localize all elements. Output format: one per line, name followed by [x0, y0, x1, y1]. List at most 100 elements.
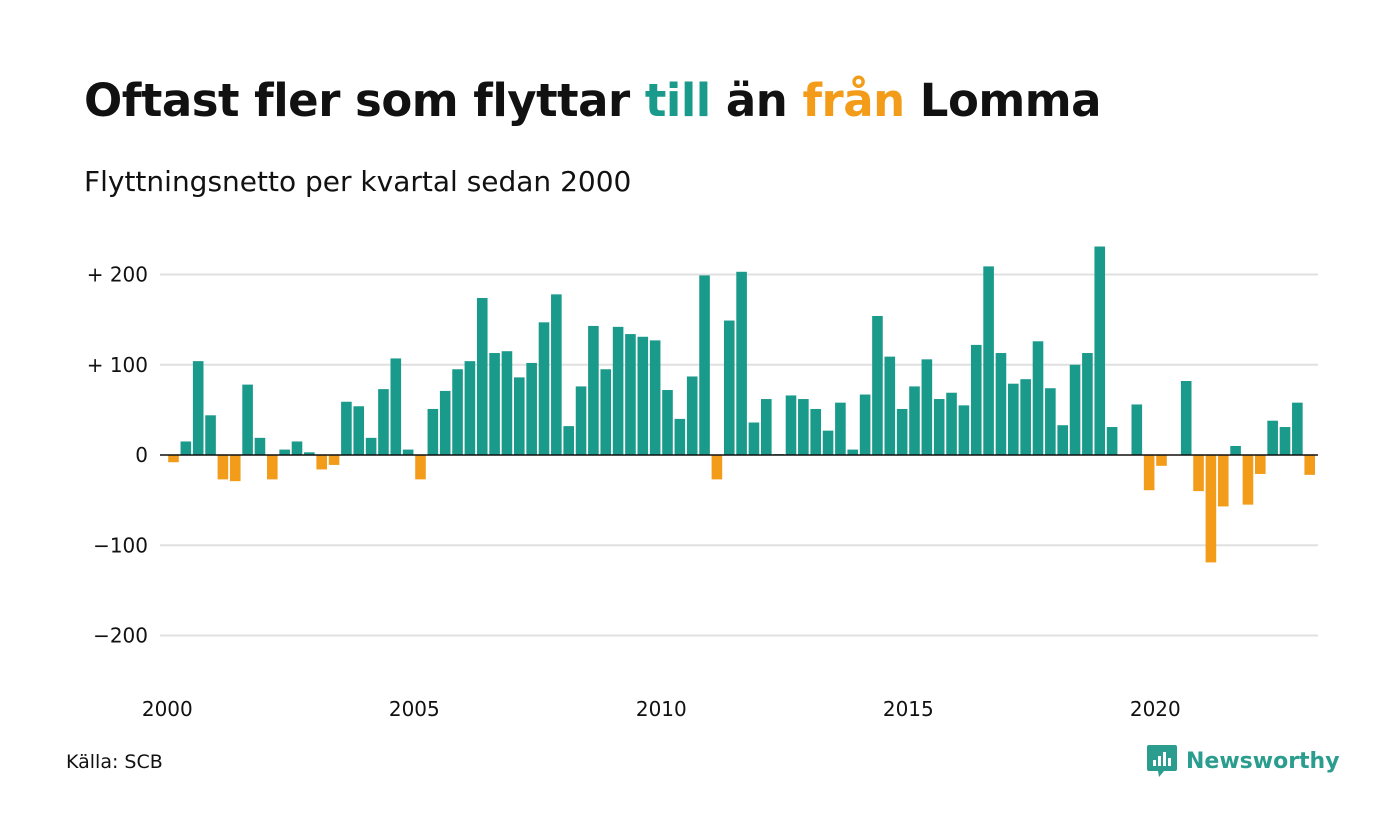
bar	[946, 392, 957, 455]
bar	[909, 386, 920, 455]
bar	[600, 369, 612, 455]
bar	[1008, 383, 1019, 455]
bar	[1057, 425, 1068, 455]
bar	[748, 422, 760, 455]
bar	[1069, 364, 1081, 455]
bar	[304, 452, 315, 455]
bar	[761, 399, 772, 455]
bar	[662, 390, 673, 455]
bar	[1242, 455, 1254, 505]
bar	[612, 326, 624, 456]
bar	[711, 455, 723, 480]
brand-logo[interactable]: Newsworthy	[1146, 743, 1340, 779]
bar	[1020, 379, 1031, 455]
bar	[439, 390, 451, 455]
bar	[736, 271, 747, 455]
bar	[538, 322, 550, 455]
bar	[1131, 404, 1143, 455]
bar	[588, 325, 599, 455]
bar	[217, 455, 229, 480]
bar	[847, 449, 859, 455]
x-tick-label: 2020	[1130, 697, 1181, 721]
bar	[427, 408, 439, 455]
bar	[180, 441, 192, 455]
bar	[958, 405, 970, 455]
bar	[575, 386, 587, 455]
bar	[1180, 381, 1192, 455]
bar-chart: + 200 + 100 0 −100 −200 2000 2005 2010 2015 2020	[87, 246, 1318, 721]
y-tick-label: + 100	[87, 353, 148, 377]
bar	[1045, 388, 1056, 455]
bar	[291, 441, 303, 455]
title-part3: Lomma	[904, 74, 1102, 127]
chart-title: Oftast fler som flyttar till än från Lom…	[84, 74, 1102, 127]
chart-subtitle: Flyttningsnetto per kvartal sedan 2000	[84, 165, 632, 198]
x-tick-label: 2015	[883, 697, 934, 721]
bar	[514, 377, 525, 455]
bar	[378, 389, 389, 455]
bar	[328, 455, 340, 465]
bar	[390, 358, 402, 455]
bar	[476, 297, 488, 455]
bar	[254, 437, 266, 455]
bar	[192, 361, 204, 455]
bar	[798, 399, 809, 455]
brand-name: Newsworthy	[1186, 748, 1340, 774]
source-text: Källa: SCB	[66, 751, 163, 773]
bar	[822, 430, 834, 455]
bar	[983, 266, 994, 455]
bar	[859, 394, 871, 455]
bar	[1032, 341, 1044, 455]
bar	[1279, 427, 1291, 455]
title-part2: än	[710, 74, 803, 127]
bar	[625, 334, 636, 455]
bar	[686, 376, 698, 455]
bar	[168, 455, 179, 463]
bar	[933, 399, 945, 455]
title-fran: från	[802, 74, 905, 127]
bar	[551, 294, 562, 455]
bar	[402, 449, 414, 455]
bar	[316, 455, 327, 470]
bar	[1255, 455, 1266, 474]
bar	[489, 353, 500, 455]
title-part1: Oftast fler som flyttar	[84, 74, 645, 127]
bar	[723, 320, 735, 455]
bar	[674, 418, 686, 455]
bar	[1156, 455, 1167, 466]
bar	[205, 415, 216, 455]
bar	[970, 344, 982, 455]
bar	[1304, 455, 1315, 475]
bar	[835, 402, 846, 455]
bar	[995, 353, 1007, 455]
bar	[341, 401, 352, 455]
bar	[563, 426, 574, 455]
x-tick-label: 2000	[142, 697, 193, 721]
bar	[1143, 455, 1155, 491]
bar	[365, 437, 377, 455]
newsworthy-logo-icon	[1147, 745, 1177, 777]
bar	[1217, 455, 1229, 507]
bar	[501, 351, 513, 455]
bar	[1193, 455, 1204, 492]
bar	[452, 369, 463, 455]
bar	[526, 362, 537, 455]
bar	[1082, 353, 1093, 455]
bar	[1094, 246, 1106, 455]
bar	[267, 455, 278, 480]
bar	[872, 316, 883, 455]
y-tick-label: 0	[135, 443, 148, 467]
x-tick-label: 2010	[636, 697, 687, 721]
y-tick-label: −200	[93, 624, 148, 648]
bar	[896, 408, 908, 455]
bar	[1267, 420, 1278, 455]
bar	[415, 455, 426, 480]
title-till: till	[644, 74, 711, 127]
bar	[229, 455, 241, 482]
bar	[1230, 445, 1241, 456]
bar	[921, 359, 933, 455]
y-tick-label: −100	[93, 533, 148, 557]
bar	[1205, 455, 1217, 563]
y-tick-label: + 200	[87, 263, 148, 287]
bar	[1106, 427, 1118, 455]
